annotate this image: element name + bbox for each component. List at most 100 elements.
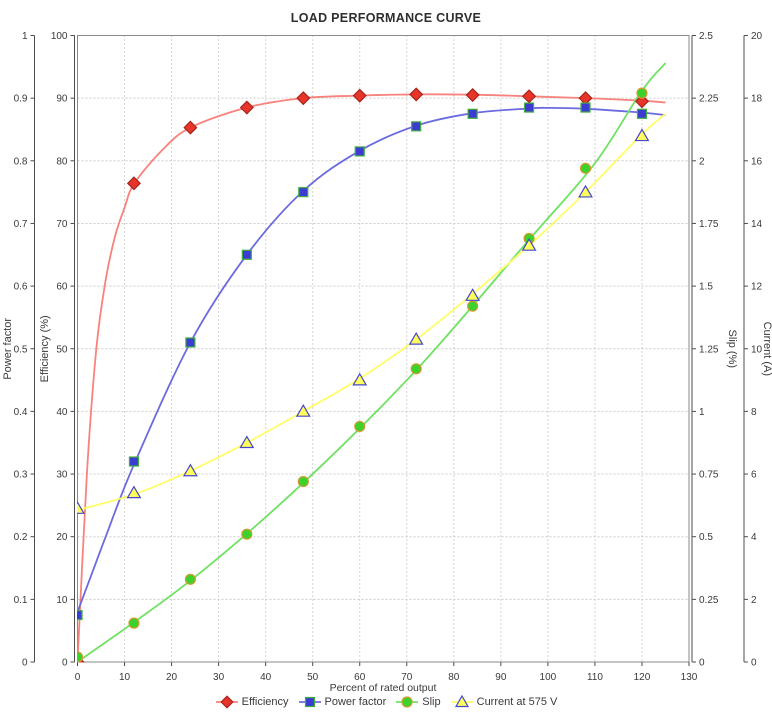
legend-label: Current at 575 V: [476, 696, 558, 708]
legend: Efficiency Power factor Slip Current at …: [0, 694, 772, 710]
axis-tick-label: 50: [56, 344, 68, 355]
square-marker: [128, 456, 140, 467]
diamond-icon: [220, 695, 234, 709]
legend-label: Slip: [422, 696, 441, 708]
square-marker: [241, 249, 252, 260]
square-marker: [77, 609, 83, 621]
axis-tick-label: 0.6: [14, 282, 28, 293]
circle-marker: [241, 528, 253, 540]
plot-area: [77, 62, 667, 663]
diamond-marker: [522, 89, 537, 104]
triangle-marker: [634, 128, 650, 142]
axis-tick-label: 10: [56, 595, 68, 606]
axis-tick-label: 70: [56, 219, 68, 230]
x-tick-label: 50: [307, 672, 319, 683]
square-marker: [354, 146, 365, 157]
triangle-marker: [578, 184, 593, 198]
triangle-marker: [295, 404, 311, 417]
legend-label: Efficiency: [241, 696, 289, 708]
axis-tick-label: 12: [751, 282, 763, 293]
square-marker: [298, 187, 309, 198]
circle-marker: [184, 573, 196, 585]
circle-marker: [410, 363, 422, 375]
legend-label: Power factor: [324, 696, 387, 708]
axis-tick-label: 0.5: [699, 532, 713, 543]
axis-tick-label: 0: [699, 658, 705, 669]
square-marker: [580, 102, 591, 113]
current-axis-title: Current (A): [761, 322, 772, 376]
diamond-marker: [409, 87, 424, 102]
legend-item-power-factor: Power factor: [298, 694, 387, 710]
series-efficiency: [77, 93, 666, 663]
horizontal-gridlines: [77, 97, 689, 600]
legend-item-efficiency: Efficiency: [215, 694, 289, 710]
series-current-at-575-v: [77, 113, 667, 511]
diamond-marker: [634, 94, 650, 109]
slip-axis-title: Slip (%): [726, 330, 738, 369]
axis-tick-label: 2: [699, 156, 705, 167]
axis-tick-label: 2.25: [699, 94, 719, 105]
diamond-marker: [352, 88, 367, 103]
square-marker: [185, 337, 196, 348]
axis-tick-label: 14: [751, 219, 763, 230]
axis-tick-label: 0.9: [14, 94, 28, 105]
axis-tick-label: 0.8: [14, 156, 28, 167]
efficiency-axis-title: Efficiency (%): [39, 315, 51, 382]
square-marker: [636, 108, 648, 119]
square-marker: [411, 121, 422, 132]
axis-tick-label: 16: [751, 156, 763, 167]
x-tick-label: 100: [540, 672, 557, 683]
diamond-marker: [296, 91, 311, 106]
axis-tick-label: 30: [56, 470, 68, 481]
power-factor-square-icon: [298, 694, 322, 710]
slip-axis: 0 0.25 0.5 0.75 1 1.25 1.5 1.75 2 2.25 2.5 Slip (%): [691, 31, 738, 669]
square-marker: [467, 108, 478, 119]
markers-current-at-575-v: [77, 128, 650, 514]
current-triangle-icon: [450, 694, 474, 710]
x-tick-label: 80: [448, 672, 460, 683]
x-tick-label: 110: [587, 672, 603, 683]
x-tick-label: 120: [634, 672, 651, 683]
legend-item-current: Current at 575 V: [450, 694, 558, 710]
circle-marker: [579, 162, 592, 174]
circle-icon: [401, 696, 413, 708]
power-factor-axis-title: Power factor: [2, 318, 14, 380]
axis-tick-label: 0: [22, 658, 28, 669]
axis-tick-label: 0.7: [14, 219, 28, 230]
circle-marker: [297, 475, 309, 488]
x-tick-label: 10: [119, 672, 131, 683]
axis-tick-label: 1.5: [699, 282, 713, 293]
chart-title: LOAD PERFORMANCE CURVE: [290, 11, 482, 25]
triangle-marker: [126, 485, 142, 499]
axis-tick-label: 1: [699, 407, 705, 418]
x-tick-label: 0: [75, 672, 81, 683]
axis-tick-label: 20: [751, 31, 763, 42]
circle-marker: [128, 617, 140, 629]
series-slip: [77, 62, 667, 663]
slip-circle-icon: [395, 694, 419, 710]
x-axis: 0 10 20 30 40 50 60 70 80 90 100 110 120 130: [75, 662, 698, 683]
axis-tick-label: 100: [51, 31, 68, 42]
markers-slip: [77, 87, 648, 663]
axis-tick-label: 0.25: [699, 595, 719, 606]
x-axis-title: Percent of rated output: [329, 682, 437, 694]
axis-tick-label: 0.1: [14, 595, 28, 606]
axis-tick-label: 80: [56, 156, 68, 167]
axis-tick-label: 2.5: [699, 31, 713, 42]
circle-marker: [467, 300, 479, 312]
triangle-marker: [352, 372, 368, 386]
legend-item-slip: Slip: [395, 694, 441, 710]
circle-marker: [77, 651, 84, 663]
efficiency-axis: 0 10 20 30 40 50 60 70 80 90 100 Efficiency (%): [39, 31, 75, 669]
axis-tick-label: 10: [751, 344, 763, 355]
axis-tick-label: 4: [751, 532, 757, 543]
axis-tick-label: 0.75: [699, 470, 719, 481]
axis-tick-label: 0.4: [14, 407, 28, 418]
axis-tick-label: 18: [751, 94, 763, 105]
axis-tick-label: 90: [56, 94, 68, 105]
axis-tick-label: 0: [62, 658, 68, 669]
triangle-icon: [454, 694, 469, 708]
axis-tick-label: 1.25: [699, 344, 719, 355]
